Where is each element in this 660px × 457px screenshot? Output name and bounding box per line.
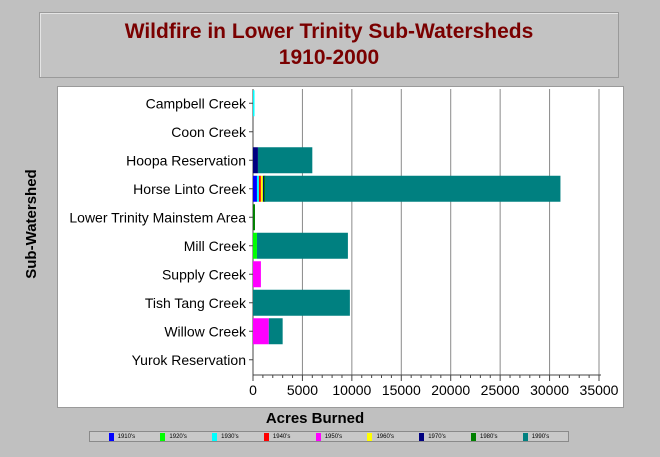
x-tick-label: 5000 bbox=[287, 382, 318, 398]
x-axis-label: Acres Burned bbox=[265, 410, 365, 427]
bar-segment bbox=[263, 175, 266, 202]
bar-segment bbox=[264, 175, 561, 202]
legend-item: 1910's bbox=[108, 432, 136, 441]
legend-label: 1970's bbox=[428, 433, 446, 440]
bar-segment bbox=[253, 318, 269, 345]
bar-segment bbox=[253, 175, 257, 202]
x-tick-label: 35000 bbox=[580, 382, 619, 398]
legend-swatch bbox=[263, 432, 269, 441]
legend-label: 1910's bbox=[117, 433, 136, 440]
legend-swatch bbox=[108, 432, 114, 441]
legend-label: 1930's bbox=[221, 433, 239, 440]
legend-swatch bbox=[212, 432, 218, 441]
legend-swatch bbox=[419, 432, 425, 441]
x-tick-label: 30000 bbox=[530, 382, 569, 398]
legend-item: 1920's bbox=[160, 432, 187, 441]
legend-swatch bbox=[160, 432, 166, 441]
chart-subtitle: 1910-2000 bbox=[278, 46, 380, 69]
legend-item: 1940's bbox=[263, 432, 291, 441]
bar-segment bbox=[260, 175, 263, 202]
legend-item: 1930's bbox=[212, 432, 239, 441]
y-category-label: Willow Creek bbox=[164, 323, 247, 339]
legend-item: 1980's bbox=[470, 432, 498, 441]
x-tick-label: 15000 bbox=[382, 382, 421, 398]
legend-label: 1990's bbox=[531, 433, 550, 440]
x-tick-label: 25000 bbox=[481, 382, 520, 398]
y-category-label: Lower Trinity Mainstem Area bbox=[69, 209, 246, 225]
y-category-label: Hoopa Reservation bbox=[126, 152, 246, 168]
legend-swatch bbox=[315, 432, 321, 441]
y-category-label: Horse Linto Creek bbox=[133, 181, 247, 197]
x-tick-label: 0 bbox=[249, 382, 257, 398]
bar-segment bbox=[253, 289, 350, 316]
bar-segment bbox=[253, 232, 257, 259]
legend: 1910's 1920's 1930's 1940's 1950's 1960's 1970… bbox=[89, 431, 569, 442]
bar-chart: 0 5000 10000 15000 20000 25000 30000 35000 Campb… bbox=[69, 89, 619, 398]
y-category-label: Coon Creek bbox=[171, 124, 247, 140]
bar-segment bbox=[262, 175, 265, 202]
legend-label: 1950's bbox=[324, 433, 343, 440]
legend-item: 1950's bbox=[315, 432, 343, 441]
legend-item: 1960's bbox=[367, 432, 394, 441]
legend-label: 1960's bbox=[376, 433, 394, 440]
plot-area: 0 5000 10000 15000 20000 25000 30000 35000 Campb… bbox=[57, 86, 624, 408]
y-category-label: Campbell Creek bbox=[146, 95, 247, 111]
legend-swatch bbox=[470, 432, 476, 441]
legend-item: 1990's bbox=[522, 432, 550, 441]
legend-label: 1980's bbox=[479, 433, 498, 440]
legend-label: 1940's bbox=[272, 433, 291, 440]
chart-title: Wildfire in Lower Trinity Sub-Watersheds bbox=[124, 20, 534, 43]
bar-segment bbox=[253, 204, 255, 231]
bar-segment bbox=[253, 261, 261, 288]
bar-segment bbox=[256, 232, 348, 259]
bar-segment bbox=[256, 175, 259, 202]
chart-title-box: Wildfire in Lower Trinity Sub-Watersheds… bbox=[39, 12, 619, 78]
bar-segment bbox=[268, 318, 283, 345]
x-tick-label: 10000 bbox=[332, 382, 371, 398]
bar-segment bbox=[253, 147, 258, 174]
legend-label: 1920's bbox=[169, 433, 187, 440]
bar-segment bbox=[257, 147, 313, 174]
bar-segment bbox=[258, 175, 261, 202]
legend-swatch bbox=[367, 432, 373, 441]
y-category-label: Mill Creek bbox=[184, 238, 247, 254]
y-category-label: Tish Tang Creek bbox=[145, 295, 247, 311]
x-tick-label: 20000 bbox=[431, 382, 470, 398]
y-axis-label: Sub-Watershed bbox=[23, 169, 40, 279]
legend-swatch bbox=[522, 432, 528, 441]
legend-item: 1970's bbox=[419, 432, 446, 441]
y-category-label: Supply Creek bbox=[162, 266, 247, 282]
bar-segment bbox=[253, 90, 255, 117]
y-category-label: Yurok Reservation bbox=[132, 352, 246, 368]
